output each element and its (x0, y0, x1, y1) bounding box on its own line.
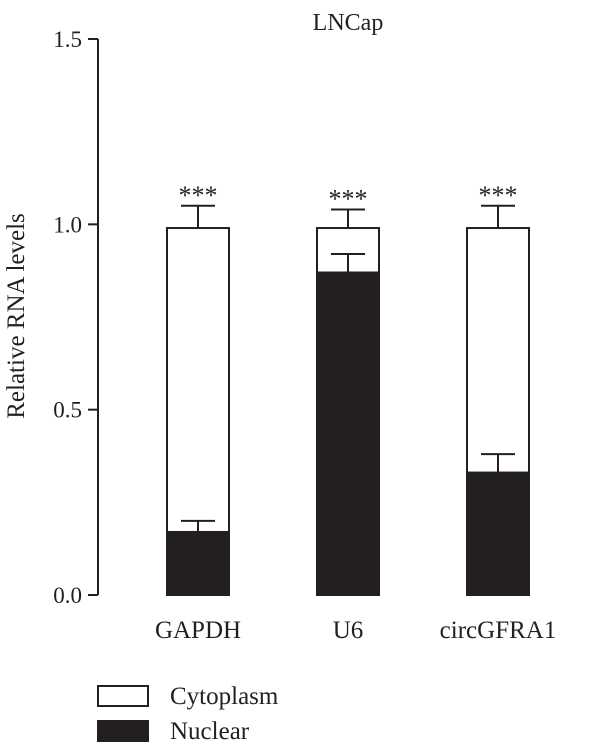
legend-swatch-cytoplasm (97, 685, 149, 707)
significance-label: *** (179, 181, 218, 210)
axes: 0.0 0.5 1.0 1.5 (53, 27, 99, 608)
bar-cytoplasm (466, 227, 530, 474)
bar-nuclear (316, 271, 380, 596)
y-tick-label: 0.5 (53, 398, 82, 423)
bars: *** GAPDH *** U6 *** circGFRA1 (155, 181, 556, 644)
bar-nuclear (466, 471, 530, 596)
y-tick-label: 0.0 (53, 583, 82, 608)
legend-swatch-nuclear (97, 720, 149, 742)
y-tick-label: 1.5 (53, 27, 82, 52)
y-tick-label: 1.0 (53, 212, 82, 237)
significance-label: *** (329, 185, 368, 214)
y-axis-label: Relative RNA levels (3, 213, 30, 419)
x-tick-label: U6 (333, 617, 364, 644)
legend-label-cytoplasm: Cytoplasm (170, 683, 279, 710)
legend-label-nuclear: Nuclear (170, 718, 250, 745)
legend: Cytoplasm Nuclear (97, 683, 279, 745)
significance-label: *** (479, 181, 518, 210)
bar-nuclear (166, 530, 230, 597)
chart-title: LNCap (313, 10, 384, 36)
x-tick-label: GAPDH (155, 617, 241, 644)
x-tick-label: circGFRA1 (440, 617, 557, 644)
bar-cytoplasm (166, 227, 230, 533)
